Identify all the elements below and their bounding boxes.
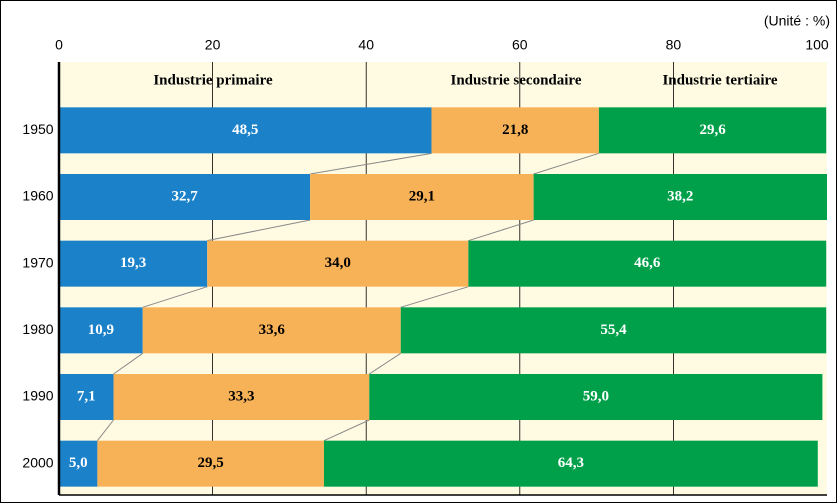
bar-segment xyxy=(310,174,534,220)
connector xyxy=(323,419,370,442)
bar-segment xyxy=(59,174,311,220)
bar-segment xyxy=(533,174,827,220)
value-label: 33,6 xyxy=(259,322,286,338)
x-tick-label: 60 xyxy=(512,37,528,53)
bar-segment xyxy=(59,107,432,154)
bar-segment xyxy=(59,307,143,354)
bar-segment xyxy=(598,107,827,154)
value-label: 48,5 xyxy=(232,122,258,138)
legend-label: Industrie tertiaire xyxy=(662,72,777,88)
value-label: 29,6 xyxy=(699,122,726,138)
value-label: 55,4 xyxy=(600,322,627,338)
bar-segment xyxy=(400,307,827,354)
x-tick-label: 40 xyxy=(358,37,374,53)
y-tick-label: 1980 xyxy=(22,321,53,337)
connector xyxy=(113,352,144,375)
connector xyxy=(97,419,114,441)
y-tick-label: 1970 xyxy=(22,254,53,270)
x-tick-label: 20 xyxy=(205,37,221,53)
value-label: 64,3 xyxy=(558,455,584,471)
x-tick-label: 100 xyxy=(805,37,829,53)
bar-segment xyxy=(97,440,324,487)
value-label: 38,2 xyxy=(667,188,693,204)
bar-segment xyxy=(323,440,818,487)
x-tick-label: 0 xyxy=(55,37,63,53)
bar-segment xyxy=(113,374,370,420)
value-label: 29,5 xyxy=(198,455,224,471)
bar-segment xyxy=(142,307,401,354)
value-label: 46,6 xyxy=(634,255,661,271)
bar-segment xyxy=(59,374,114,420)
legend-label: Industrie primaire xyxy=(153,72,273,88)
connector xyxy=(468,219,534,242)
y-tick-label: 2000 xyxy=(22,454,53,470)
value-label: 59,0 xyxy=(583,388,609,404)
value-label: 19,3 xyxy=(120,255,146,271)
connector xyxy=(207,219,311,242)
value-label: 32,7 xyxy=(171,188,198,204)
value-label: 33,3 xyxy=(228,388,254,404)
bar-segment xyxy=(59,240,208,287)
bar-segment xyxy=(468,240,827,287)
value-label: 5,0 xyxy=(69,455,88,471)
bar-segment xyxy=(431,107,599,154)
x-tick-label: 80 xyxy=(666,37,682,53)
bar-segment xyxy=(369,374,823,420)
value-label: 7,1 xyxy=(77,388,96,404)
connector xyxy=(310,152,432,175)
legend-label: Industrie secondaire xyxy=(451,72,582,88)
value-label: 21,8 xyxy=(502,122,528,138)
connector xyxy=(368,352,402,375)
value-label: 29,1 xyxy=(409,188,435,204)
y-tick-label: 1960 xyxy=(22,188,53,204)
value-label: 34,0 xyxy=(325,255,351,271)
connector xyxy=(400,286,469,308)
value-label: 10,9 xyxy=(88,322,114,338)
y-tick-label: 1950 xyxy=(22,121,53,137)
unit-label: (Unité : %) xyxy=(764,13,830,29)
bar-segment xyxy=(207,240,469,287)
connector xyxy=(533,152,600,175)
connector xyxy=(142,286,208,308)
bar-segment xyxy=(59,440,98,487)
y-tick-label: 1990 xyxy=(22,388,53,404)
